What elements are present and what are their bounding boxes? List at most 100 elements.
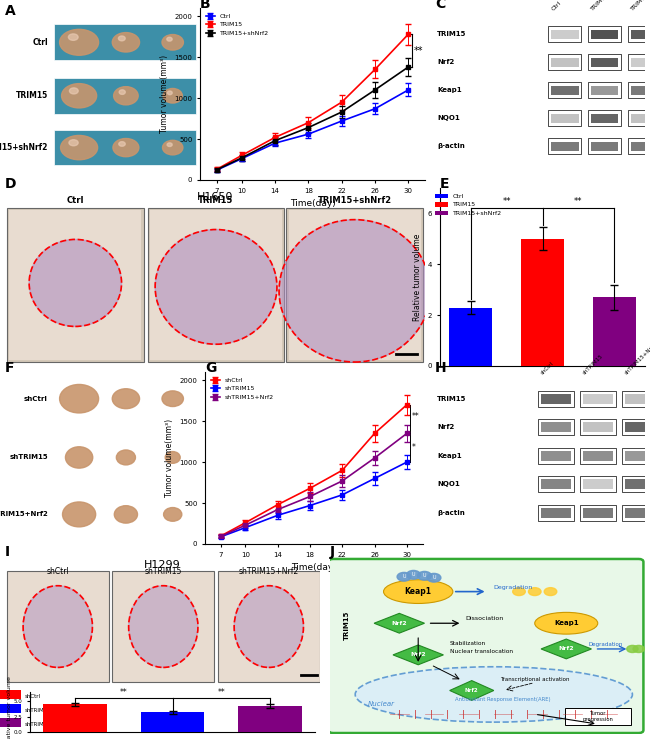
Text: shCtrl: shCtrl	[540, 361, 555, 375]
Bar	[582, 508, 613, 517]
Text: β-actin: β-actin	[437, 143, 465, 149]
Text: Degradation: Degradation	[494, 585, 533, 590]
Text: Ctrl: Ctrl	[551, 0, 562, 12]
Bar	[622, 476, 650, 492]
Bar	[541, 422, 571, 432]
Polygon shape	[393, 645, 443, 665]
Text: NQO1: NQO1	[437, 481, 460, 487]
Bar	[622, 391, 650, 406]
Text: H1299: H1299	[144, 559, 181, 570]
Bar	[588, 27, 621, 42]
Text: shTRIM15+Nrf2: shTRIM15+Nrf2	[624, 341, 650, 375]
Ellipse shape	[167, 37, 172, 41]
Text: Antioxidant Response Element(ARE): Antioxidant Response Element(ARE)	[456, 698, 551, 702]
Bar	[580, 391, 616, 406]
Ellipse shape	[114, 505, 138, 523]
Circle shape	[528, 588, 541, 596]
Ellipse shape	[164, 508, 182, 521]
Text: shTRIM15: shTRIM15	[9, 454, 48, 460]
Bar	[7, 208, 144, 362]
Bar	[538, 476, 573, 492]
Bar	[582, 394, 613, 403]
Legend: Ctrl, TRIM15, TRIM15+shNrf2: Ctrl, TRIM15, TRIM15+shNrf2	[433, 191, 504, 219]
Text: NQO1: NQO1	[437, 115, 460, 121]
Circle shape	[513, 588, 525, 596]
Circle shape	[29, 239, 122, 327]
Bar	[6, 571, 109, 682]
Bar	[150, 210, 282, 360]
Text: TRIM15: TRIM15	[437, 31, 467, 37]
Bar	[580, 419, 616, 435]
Bar	[625, 479, 650, 489]
Bar	[591, 86, 618, 95]
Circle shape	[234, 586, 304, 667]
Text: A: A	[5, 4, 16, 18]
Ellipse shape	[355, 667, 632, 722]
Bar	[591, 58, 618, 67]
Bar	[449, 307, 492, 366]
Bar	[593, 297, 636, 366]
Text: Degradation: Degradation	[588, 642, 623, 647]
Bar	[54, 130, 196, 166]
Bar	[591, 142, 618, 151]
X-axis label: Time(day): Time(day)	[290, 200, 335, 208]
Bar	[541, 451, 571, 460]
Text: G: G	[205, 361, 216, 375]
Bar	[54, 24, 196, 60]
Polygon shape	[374, 613, 424, 633]
Text: shTRIM15+Nrf2: shTRIM15+Nrf2	[24, 722, 68, 727]
Bar	[630, 114, 650, 123]
Text: Dissociation: Dissociation	[465, 616, 504, 621]
Text: Nuclear: Nuclear	[368, 701, 395, 707]
Ellipse shape	[112, 389, 140, 409]
Text: **: **	[411, 412, 419, 420]
Bar	[521, 239, 564, 366]
Bar	[625, 508, 650, 517]
Bar	[628, 55, 650, 70]
Text: Ctrl: Ctrl	[66, 196, 84, 205]
Bar	[588, 110, 621, 126]
Ellipse shape	[114, 86, 138, 105]
Circle shape	[397, 573, 411, 581]
Text: shTRIM15+Nrf2: shTRIM15+Nrf2	[239, 567, 299, 576]
Bar	[0, 704, 21, 713]
Bar	[588, 82, 621, 98]
Bar	[622, 419, 650, 435]
Text: Keap1: Keap1	[437, 453, 461, 459]
Ellipse shape	[66, 447, 93, 468]
Legend: Ctrl, TRIM15, TRIM15+shNrf2: Ctrl, TRIM15, TRIM15+shNrf2	[203, 11, 272, 38]
Bar	[591, 30, 618, 39]
Ellipse shape	[162, 140, 183, 155]
Text: Nuclear translocation: Nuclear translocation	[450, 649, 513, 654]
Text: U: U	[422, 573, 426, 579]
Bar	[239, 706, 302, 732]
Text: Nrf2: Nrf2	[410, 653, 426, 658]
Text: **: **	[574, 197, 582, 205]
Ellipse shape	[69, 140, 78, 146]
Ellipse shape	[162, 391, 183, 406]
Text: shTRIM15: shTRIM15	[582, 353, 604, 375]
Text: U: U	[432, 575, 436, 580]
Bar	[549, 55, 581, 70]
FancyBboxPatch shape	[328, 559, 644, 733]
Text: Nrf2: Nrf2	[465, 688, 478, 693]
Polygon shape	[450, 681, 494, 701]
Text: B: B	[200, 0, 211, 11]
Ellipse shape	[119, 142, 125, 146]
Polygon shape	[541, 639, 592, 659]
Y-axis label: Relative tumor volume: Relative tumor volume	[413, 234, 423, 321]
Bar	[625, 422, 650, 432]
Y-axis label: Relative tumor volume: Relative tumor volume	[7, 676, 12, 739]
Text: TRIM15: TRIM15	[437, 395, 467, 402]
Text: shTRIM15: shTRIM15	[24, 708, 51, 713]
Bar	[580, 448, 616, 463]
Ellipse shape	[60, 384, 99, 413]
Text: shCtrl: shCtrl	[24, 694, 40, 699]
Ellipse shape	[60, 135, 98, 160]
Text: Transcriptional activation: Transcriptional activation	[500, 677, 569, 681]
Text: *: *	[411, 443, 415, 452]
Text: U: U	[411, 572, 415, 577]
Bar	[628, 138, 650, 154]
Text: shCtrl: shCtrl	[24, 395, 48, 402]
Circle shape	[129, 586, 198, 667]
